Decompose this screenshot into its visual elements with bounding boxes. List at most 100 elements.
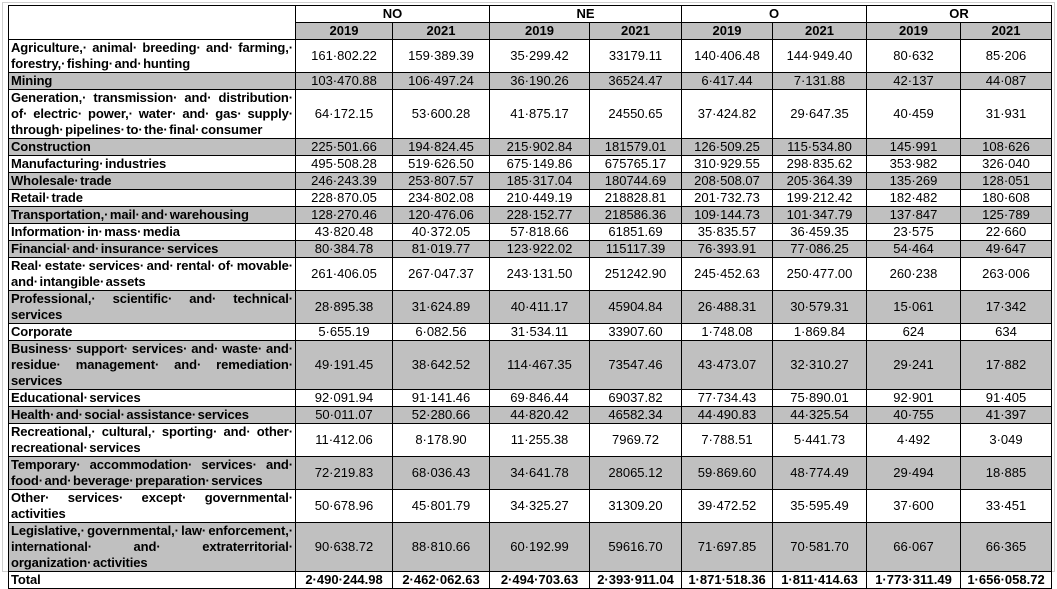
value-cell: 210·449.19 xyxy=(489,189,590,207)
value-cell: 260·238 xyxy=(866,257,961,291)
total-value-cell: 1·656·058.72 xyxy=(960,571,1052,589)
value-cell: 50·678.96 xyxy=(295,489,393,523)
value-cell: 18·885 xyxy=(960,456,1052,490)
table-row: Corporate 5·655.19 6·082.56 31·534.11 33907.… xyxy=(8,323,1052,341)
row-label: Wholesale· trade xyxy=(8,172,296,190)
value-cell: 35·299.42 xyxy=(489,39,590,73)
year-header: 2019 xyxy=(681,22,773,40)
value-cell: 36524.47 xyxy=(589,72,682,90)
value-cell: 31·931 xyxy=(960,89,1052,139)
value-cell: 35·835.57 xyxy=(681,223,773,241)
value-cell: 26·488.31 xyxy=(681,290,773,324)
value-cell: 199·212.42 xyxy=(772,189,867,207)
value-cell: 634 xyxy=(960,323,1052,341)
value-cell: 250·477.00 xyxy=(772,257,867,291)
value-cell: 53·600.28 xyxy=(392,89,490,139)
table-row: Recreational,· cultural,· sporting· and·… xyxy=(8,423,1052,457)
row-label: Construction xyxy=(8,138,296,156)
region-header-o: O xyxy=(681,5,867,23)
value-cell: 24550.65 xyxy=(589,89,682,139)
value-cell: 353·982 xyxy=(866,155,961,173)
value-cell: 49·647 xyxy=(960,240,1052,258)
value-cell: 30·579.31 xyxy=(772,290,867,324)
total-value-cell: 1·773·311.49 xyxy=(866,571,961,589)
year-header: 2021 xyxy=(392,22,490,40)
row-label: Legislative,· governmental,· law· enforc… xyxy=(8,522,296,572)
value-cell: 267·047.37 xyxy=(392,257,490,291)
value-cell: 48·774.49 xyxy=(772,456,867,490)
value-cell: 44·820.42 xyxy=(489,406,590,424)
value-cell: 495·508.28 xyxy=(295,155,393,173)
total-row: Total 2·490·244.98 2·462·062.63 2·494·703.6… xyxy=(8,571,1052,589)
year-header: 2019 xyxy=(295,22,393,40)
value-cell: 40·411.17 xyxy=(489,290,590,324)
corner-cell xyxy=(8,5,296,40)
value-cell: 73547.46 xyxy=(589,340,682,390)
value-cell: 66·365 xyxy=(960,522,1052,572)
value-cell: 36·190.26 xyxy=(489,72,590,90)
value-cell: 91·405 xyxy=(960,389,1052,407)
value-cell: 115·534.80 xyxy=(772,138,867,156)
value-cell: 243·131.50 xyxy=(489,257,590,291)
value-cell: 6·082.56 xyxy=(392,323,490,341)
value-cell: 22·660 xyxy=(960,223,1052,241)
table-row: Information· in· mass· media 43·820.48 40·… xyxy=(8,223,1052,241)
value-cell: 161·802.22 xyxy=(295,39,393,73)
value-cell: 675765.17 xyxy=(589,155,682,173)
value-cell: 263·006 xyxy=(960,257,1052,291)
value-cell: 180744.69 xyxy=(589,172,682,190)
year-header: 2019 xyxy=(866,22,961,40)
value-cell: 81·019.77 xyxy=(392,240,490,258)
value-cell: 34·325.27 xyxy=(489,489,590,523)
year-header: 2021 xyxy=(772,22,867,40)
value-cell: 68·036.43 xyxy=(392,456,490,490)
value-cell: 41·397 xyxy=(960,406,1052,424)
value-cell: 85·206 xyxy=(960,39,1052,73)
value-cell: 15·061 xyxy=(866,290,961,324)
value-cell: 251242.90 xyxy=(589,257,682,291)
row-label: Health· and· social· assistance· service… xyxy=(8,406,296,424)
value-cell: 34·641.78 xyxy=(489,456,590,490)
value-cell: 135·269 xyxy=(866,172,961,190)
value-cell: 675·149.86 xyxy=(489,155,590,173)
value-cell: 80·632 xyxy=(866,39,961,73)
value-cell: 205·364.39 xyxy=(772,172,867,190)
row-label: Corporate xyxy=(8,323,296,341)
value-cell: 182·482 xyxy=(866,189,961,207)
value-cell: 39·472.52 xyxy=(681,489,773,523)
total-value-cell: 2·490·244.98 xyxy=(295,571,393,589)
value-cell: 225·501.66 xyxy=(295,138,393,156)
table-row: Health· and· social· assistance· service… xyxy=(8,406,1052,424)
value-cell: 42·137 xyxy=(866,72,961,90)
year-header: 2021 xyxy=(589,22,682,40)
value-cell: 75·890.01 xyxy=(772,389,867,407)
value-cell: 33907.60 xyxy=(589,323,682,341)
value-cell: 90·638.72 xyxy=(295,522,393,572)
value-cell: 11·255.38 xyxy=(489,423,590,457)
value-cell: 52·280.66 xyxy=(392,406,490,424)
table-row: Legislative,· governmental,· law· enforc… xyxy=(8,522,1052,572)
value-cell: 185·317.04 xyxy=(489,172,590,190)
value-cell: 201·732.73 xyxy=(681,189,773,207)
value-cell: 64·172.15 xyxy=(295,89,393,139)
value-cell: 60·192.99 xyxy=(489,522,590,572)
value-cell: 43·473.07 xyxy=(681,340,773,390)
total-value-cell: 1·871·518.36 xyxy=(681,571,773,589)
row-label: Other· services· except· governmental· a… xyxy=(8,489,296,523)
table-row: Manufacturing· industries 495·508.28 519·6… xyxy=(8,155,1052,173)
value-cell: 17·342 xyxy=(960,290,1052,324)
value-cell: 194·824.45 xyxy=(392,138,490,156)
value-cell: 17·882 xyxy=(960,340,1052,390)
value-cell: 44·490.83 xyxy=(681,406,773,424)
total-value-cell: 2·462·062.63 xyxy=(392,571,490,589)
value-cell: 101·347.79 xyxy=(772,206,867,224)
value-cell: 215·902.84 xyxy=(489,138,590,156)
value-cell: 1·748.08 xyxy=(681,323,773,341)
value-cell: 45904.84 xyxy=(589,290,682,324)
value-cell: 144·949.40 xyxy=(772,39,867,73)
table-body: Agriculture,· animal· breeding· and· far… xyxy=(8,39,1052,589)
value-cell: 181579.01 xyxy=(589,138,682,156)
value-cell: 261·406.05 xyxy=(295,257,393,291)
value-cell: 43·820.48 xyxy=(295,223,393,241)
